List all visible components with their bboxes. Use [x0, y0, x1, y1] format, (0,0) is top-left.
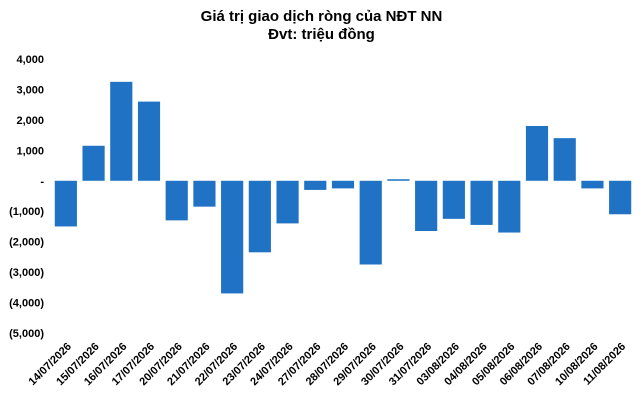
bar — [553, 138, 576, 181]
y-axis: 4,000 3,000 2,000 1,000 - (1,000) (2,000) (3,00… — [9, 54, 44, 340]
y-tick-label: (4,000) — [9, 298, 44, 310]
bar — [470, 180, 493, 225]
bar — [498, 180, 521, 233]
bar — [110, 81, 133, 181]
bar — [165, 180, 188, 221]
chart-titles: Giá trị giao dịch ròng của NĐT NN Đvt: t… — [0, 8, 643, 44]
y-tick-label: (5,000) — [9, 328, 44, 340]
bar — [442, 180, 465, 219]
y-tick-label: 4,000 — [16, 54, 44, 66]
y-tick-label: 1,000 — [16, 145, 44, 157]
chart-title: Giá trị giao dịch ròng của NĐT NN — [200, 8, 443, 25]
bar — [137, 101, 161, 181]
y-tick-label: - — [40, 176, 44, 188]
bar — [193, 180, 216, 207]
y-tick-label: 3,000 — [16, 84, 44, 96]
bar — [581, 180, 604, 189]
bar — [276, 180, 299, 224]
bar — [609, 180, 632, 215]
bars-group — [54, 81, 632, 294]
bar — [359, 180, 382, 265]
x-axis: 14/07/202615/07/202616/07/202617/07/2026… — [27, 341, 629, 388]
bar — [415, 180, 438, 232]
bar — [248, 180, 271, 253]
y-tick-label: 2,000 — [16, 115, 44, 127]
chart-subtitle: Đvt: triệu đồng — [268, 26, 375, 43]
bar — [331, 180, 355, 189]
bar — [221, 180, 244, 294]
bar — [525, 125, 549, 181]
bar — [82, 145, 105, 181]
y-tick-label: (1,000) — [9, 206, 44, 218]
y-tick-label: (3,000) — [9, 267, 44, 279]
bar — [54, 180, 77, 227]
y-tick-label: (2,000) — [9, 237, 44, 249]
bar — [387, 179, 410, 181]
bar — [304, 180, 327, 190]
